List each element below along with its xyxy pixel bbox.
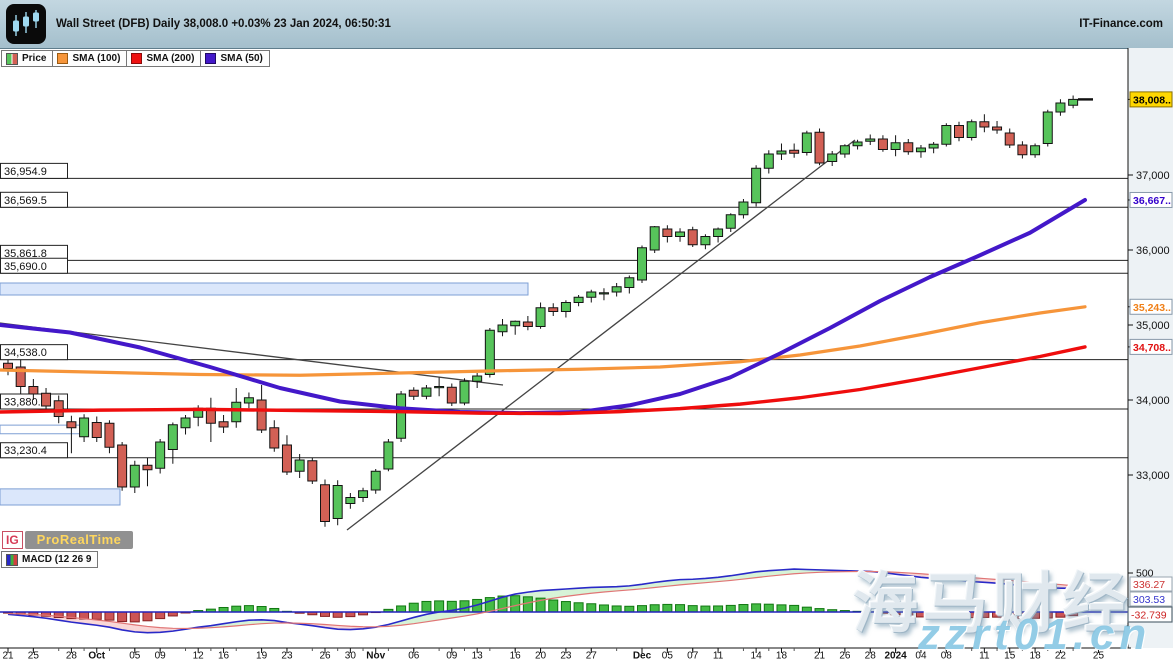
svg-text:36,569.5: 36,569.5: [4, 195, 47, 207]
svg-text:33,000: 33,000: [1136, 470, 1170, 482]
macd-tab-button[interactable]: MACD (12 26 9: [1, 551, 99, 568]
indicator-legend: Price SMA (100) SMA (200) SMA (50): [1, 50, 270, 67]
trendlines: [0, 139, 856, 531]
svg-text:35,243..: 35,243..: [1133, 302, 1171, 314]
svg-text:14: 14: [751, 651, 763, 660]
svg-text:26: 26: [319, 651, 331, 660]
svg-text:26: 26: [839, 651, 851, 660]
macd-indicator-tab: MACD (12 26 9: [1, 551, 99, 568]
highlight-bands: [0, 282, 529, 506]
legend-price-tab[interactable]: Price: [1, 50, 54, 67]
legend-sma100-label: SMA (100): [72, 53, 121, 64]
svg-text:28: 28: [865, 651, 877, 660]
svg-text:11: 11: [979, 651, 990, 660]
prorealtime-logo[interactable]: ProRealTime: [24, 531, 134, 549]
price-axis[interactable]: 37,000 36,000 35,000 34,000 33,000 38,008.. 36…: [1127, 48, 1173, 648]
svg-text:21: 21: [814, 651, 826, 660]
app-icon: [6, 4, 46, 44]
svg-text:36,667..: 36,667..: [1133, 195, 1171, 207]
svg-text:33,880.0: 33,880.0: [4, 397, 47, 409]
legend-sma100-tab[interactable]: SMA (100): [52, 50, 128, 67]
svg-text:20: 20: [535, 651, 547, 660]
sma200-color-icon: [131, 53, 143, 64]
legend-price-label: Price: [22, 53, 47, 64]
svg-text:Oct: Oct: [88, 651, 105, 660]
chart-canvas[interactable]: 36,954.9 36,569.5 35,861.8 35,690.0 34,538.0…: [0, 48, 1173, 660]
svg-text:09: 09: [155, 651, 167, 660]
svg-text:33,230.4: 33,230.4: [4, 445, 47, 457]
last-price-dash: [1078, 98, 1093, 101]
macd-histogram: [3, 595, 1079, 623]
svg-text:2024: 2024: [884, 651, 907, 660]
svg-text:36,954.9: 36,954.9: [4, 166, 47, 178]
svg-text:12: 12: [193, 651, 205, 660]
svg-text:04: 04: [915, 651, 927, 660]
sma100-color-icon: [57, 53, 69, 64]
svg-text:38,008..: 38,008..: [1133, 94, 1171, 106]
svg-text:303.53: 303.53: [1133, 594, 1165, 606]
svg-text:09: 09: [446, 651, 458, 660]
svg-text:23: 23: [560, 651, 572, 660]
title-bar: Wall Street (DFB) Daily 38,008.0 +0.03% …: [0, 0, 1173, 49]
svg-text:18: 18: [776, 651, 788, 660]
svg-text:11: 11: [713, 651, 724, 660]
svg-text:08: 08: [941, 651, 953, 660]
svg-text:35,690.0: 35,690.0: [4, 261, 47, 273]
moving-averages: [0, 197, 1087, 416]
svg-text:06: 06: [408, 651, 420, 660]
svg-text:34,708..: 34,708..: [1133, 342, 1171, 354]
svg-text:16: 16: [510, 651, 522, 660]
price-macd-chart[interactable]: 36,954.9 36,569.5 35,861.835,690.0 34,538.0…: [0, 48, 1173, 660]
svg-text:30: 30: [345, 651, 357, 660]
svg-text:34,000: 34,000: [1136, 395, 1170, 407]
svg-text:22: 22: [1055, 651, 1067, 660]
time-axis[interactable]: 21 25 28 Oct 05 09 12 16 19 23 26 30 Nov 06 09 13 16 20 23…: [0, 647, 1131, 660]
svg-text:05: 05: [662, 651, 674, 660]
svg-text:07: 07: [687, 651, 699, 660]
price-series-icon: [6, 52, 18, 65]
legend-sma50-tab[interactable]: SMA (50): [200, 50, 270, 67]
svg-text:19: 19: [256, 651, 268, 660]
macd-tab-label: MACD (12 26 9: [22, 554, 92, 565]
provider-badge: IG ProRealTime: [2, 531, 134, 549]
svg-text:23: 23: [281, 651, 293, 660]
candlestick-series: [3, 95, 1079, 527]
legend-sma50-label: SMA (50): [220, 53, 263, 64]
svg-text:Nov: Nov: [366, 651, 385, 660]
svg-text:25: 25: [1093, 651, 1105, 660]
legend-sma200-label: SMA (200): [146, 53, 195, 64]
svg-text:35,000: 35,000: [1136, 320, 1170, 332]
ig-logo[interactable]: IG: [2, 531, 23, 549]
svg-text:15: 15: [1004, 651, 1016, 660]
svg-text:Dec: Dec: [633, 651, 652, 660]
chart-title: Wall Street (DFB) Daily 38,008.0 +0.03% …: [56, 18, 391, 30]
svg-text:16: 16: [218, 651, 230, 660]
svg-text:25: 25: [28, 651, 40, 660]
svg-text:-32.739: -32.739: [1131, 610, 1167, 622]
sma50-color-icon: [205, 53, 217, 64]
svg-text:13: 13: [472, 651, 484, 660]
legend-sma200-tab[interactable]: SMA (200): [126, 50, 202, 67]
svg-text:18: 18: [1030, 651, 1042, 660]
svg-text:34,538.0: 34,538.0: [4, 347, 47, 359]
svg-text:21: 21: [2, 651, 14, 660]
svg-text:27: 27: [586, 651, 598, 660]
candlestick-logo-icon: [13, 10, 39, 36]
svg-text:35,861.8: 35,861.8: [4, 248, 47, 260]
macd-lines: [7, 568, 1074, 634]
svg-text:28: 28: [66, 651, 78, 660]
svg-text:336.27: 336.27: [1133, 579, 1165, 591]
svg-text:05: 05: [129, 651, 141, 660]
macd-series-icon: [6, 553, 18, 566]
svg-text:36,000: 36,000: [1136, 245, 1170, 257]
svg-text:37,000: 37,000: [1136, 170, 1170, 182]
brand-link[interactable]: IT-Finance.com: [1079, 18, 1163, 30]
